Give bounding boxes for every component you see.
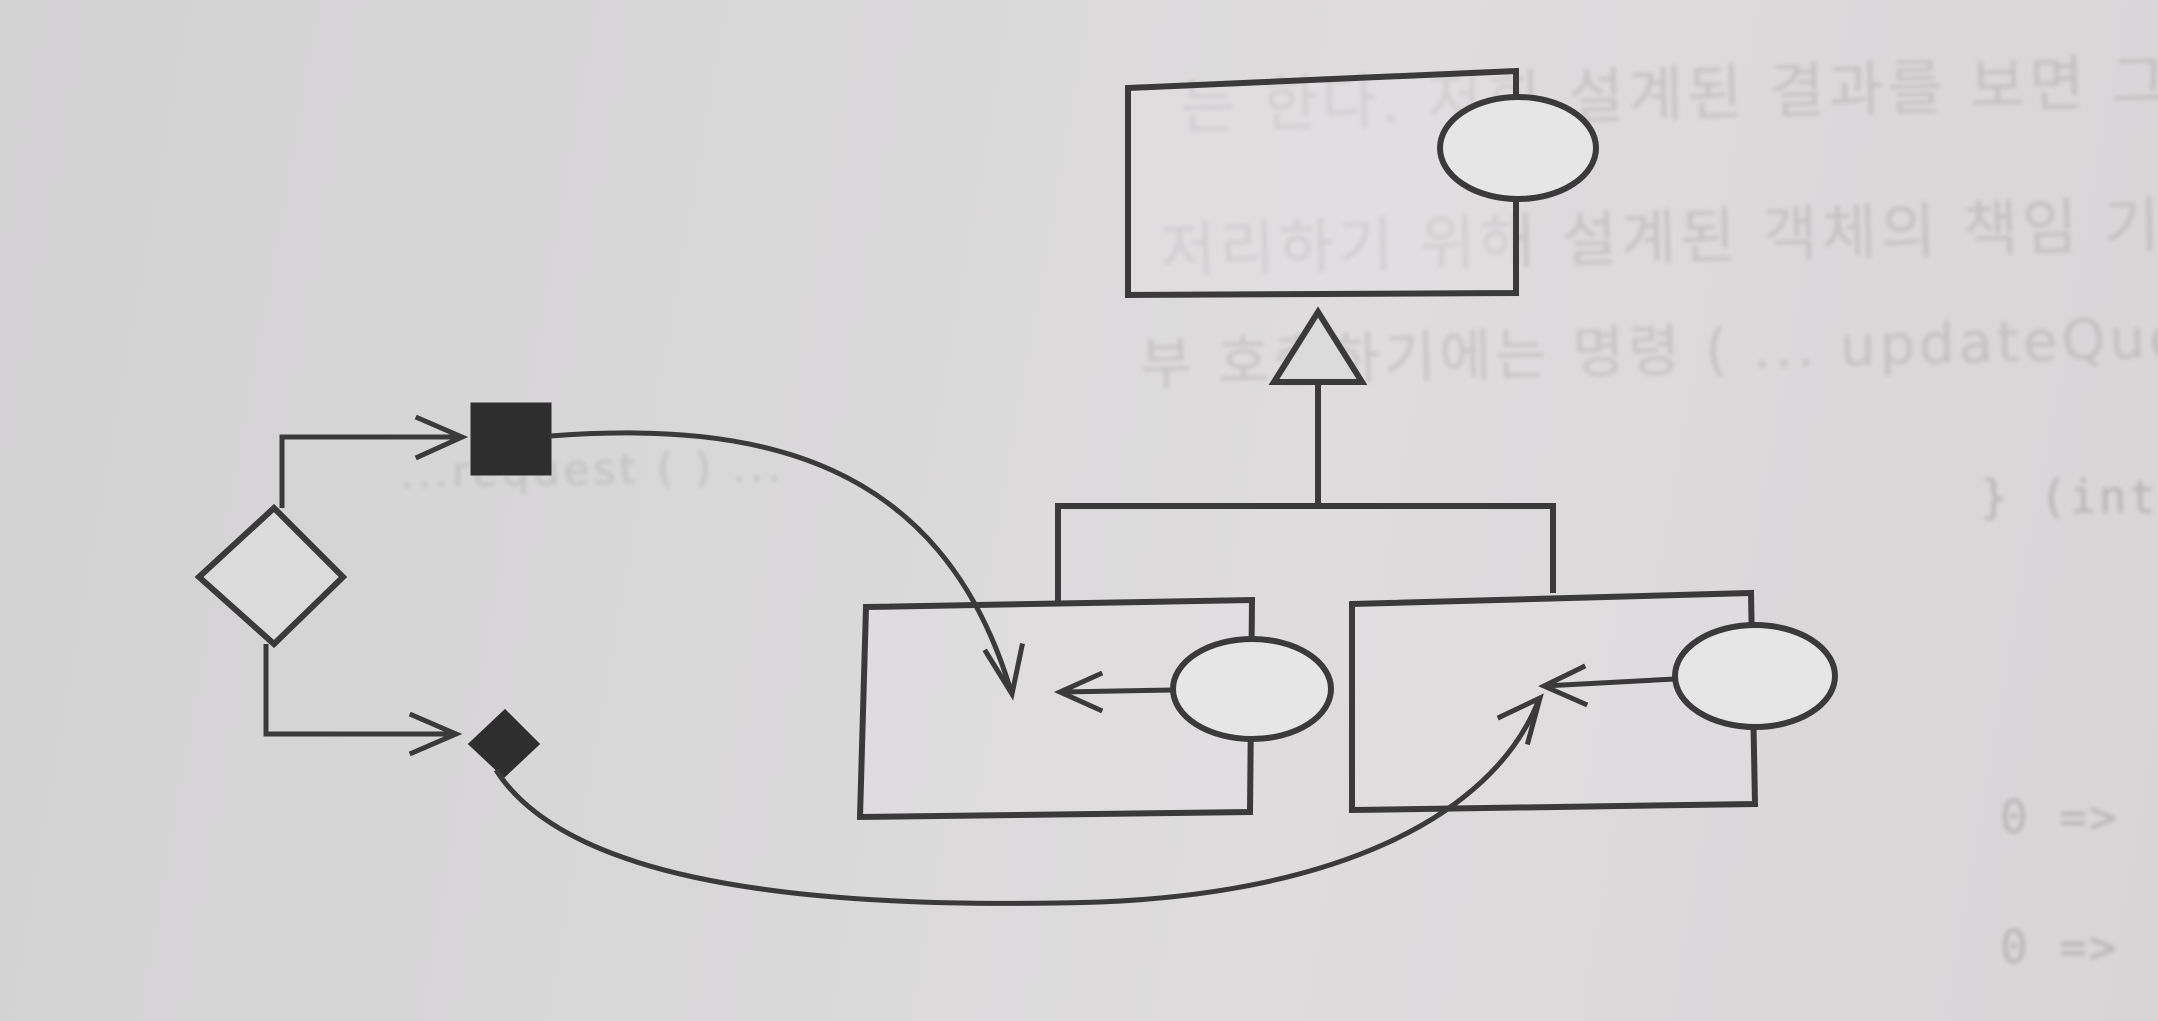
- decision-diamond: [194, 503, 348, 649]
- generalization-arrow: [1055, 306, 1556, 604]
- right-component-box: [1349, 589, 1759, 814]
- left-port-link-arrowhead: [1053, 670, 1104, 714]
- left-port-link: [1061, 687, 1175, 695]
- left-component-port: [1170, 636, 1334, 742]
- filled-square: [470, 402, 552, 476]
- lower-curve: [493, 701, 1541, 906]
- filled-diamond: [467, 708, 541, 779]
- generalization-branch: [1055, 503, 1556, 604]
- decision-upper-branch: [279, 434, 458, 508]
- right-port-link-arrowhead: [1538, 663, 1589, 708]
- decision-lower-arrowhead: [408, 711, 463, 757]
- upper-curve-arrowhead: [982, 643, 1025, 701]
- lower-curve-arrowhead: [1496, 693, 1544, 746]
- generalization-triangle: [1268, 306, 1368, 385]
- left-component-box: [856, 596, 1256, 821]
- top-component: [1125, 67, 1599, 299]
- right-component: [1349, 589, 1838, 814]
- left-component: [856, 596, 1334, 821]
- upper-curve: [549, 430, 1013, 689]
- top-component-port: [1437, 94, 1599, 202]
- top-component-box: [1125, 67, 1519, 299]
- decision-upper-arrowhead: [414, 414, 469, 461]
- decision-node: [194, 414, 469, 757]
- right-port-link: [1543, 676, 1676, 689]
- upper-node: [470, 402, 1025, 701]
- lower-node: [467, 693, 1544, 906]
- right-component-port: [1672, 622, 1838, 730]
- decision-lower-branch: [263, 644, 452, 737]
